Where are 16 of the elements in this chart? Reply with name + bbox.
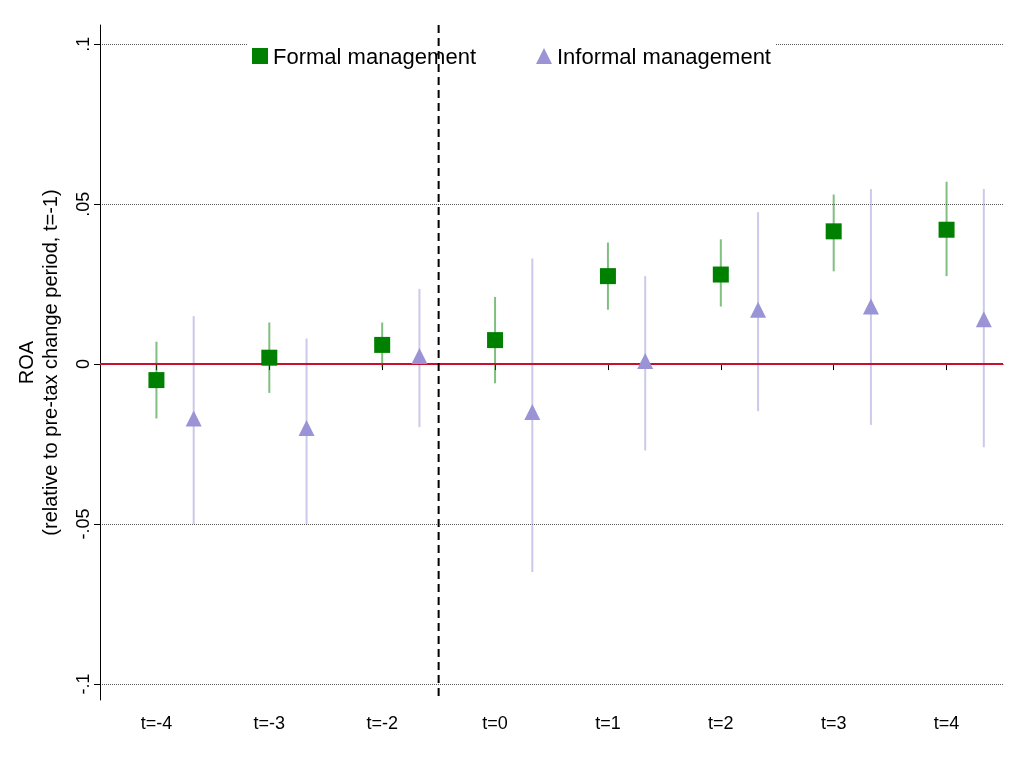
y-tick-label: -.05 [73, 508, 93, 540]
y-tick-label: 0 [73, 359, 93, 370]
legend-label: Informal management [556, 43, 771, 69]
x-tick-label: t=3 [820, 713, 847, 733]
y-tick-label: -.1 [73, 673, 93, 695]
legend-label: Formal management [273, 43, 476, 69]
y-tick-label: .05 [73, 191, 93, 217]
x-tick-label: t=2 [708, 713, 734, 733]
x-tick-label: t=-4 [140, 713, 173, 733]
x-tick-label: t=-3 [253, 713, 286, 733]
y-tick-label: .1 [73, 36, 93, 52]
x-tick-label: t=4 [933, 713, 960, 733]
x-tick-label: t=0 [482, 713, 508, 733]
x-tick-label: t=-2 [366, 713, 398, 733]
y-axis-title: ROA (relative to pre-tax change period, t=-1) [15, 189, 61, 536]
x-tick-label: t=1 [595, 713, 621, 733]
